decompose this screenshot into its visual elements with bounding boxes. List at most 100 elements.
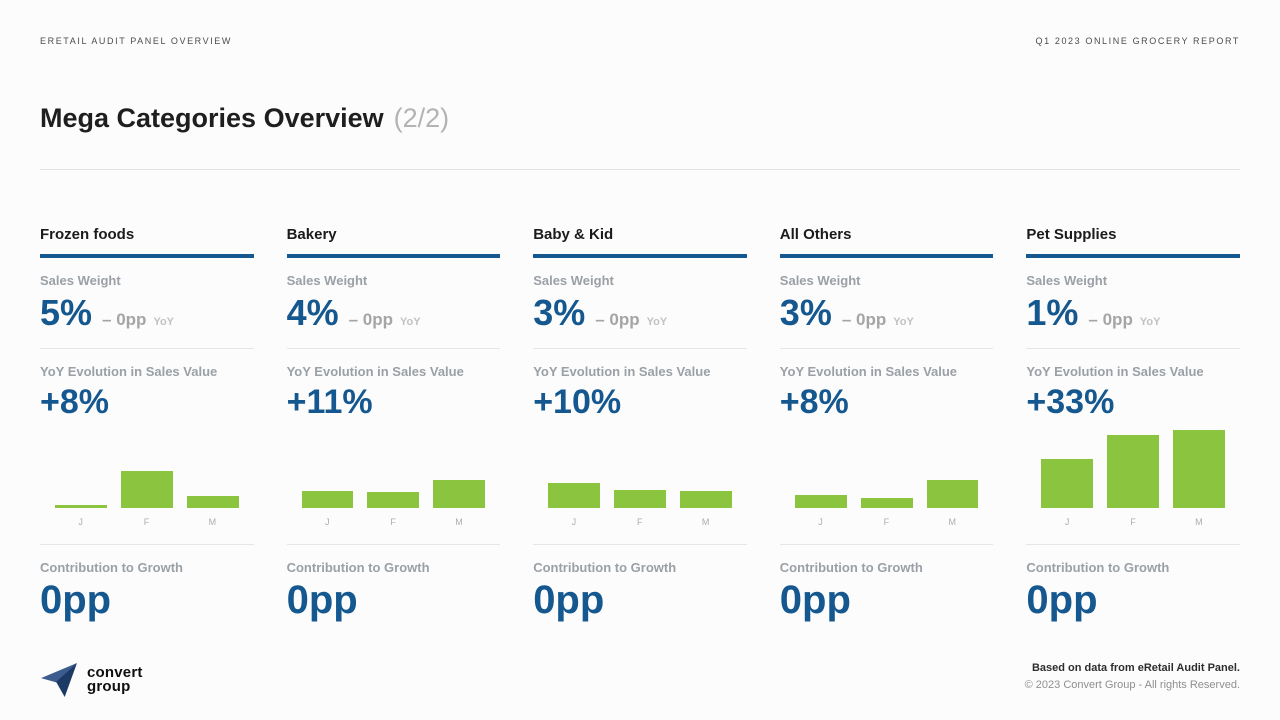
bar <box>120 471 173 509</box>
sales-weight-delta: – 0pp <box>348 309 394 329</box>
yoy-evolution-value: +10% <box>533 383 622 422</box>
header-left-text: ERETAIL AUDIT PANEL OVERVIEW <box>40 36 233 46</box>
bar-label: J <box>818 517 824 528</box>
page-title: Mega Categories Overview <box>40 103 384 134</box>
sales-weight-row: 1% – 0pp YoY <box>1026 291 1240 333</box>
footer-notes: Based on data from eRetail Audit Panel. … <box>1025 660 1240 694</box>
category-underline <box>533 254 747 259</box>
bar <box>614 490 666 509</box>
contribution-label: Contribution to Growth <box>40 560 183 576</box>
category-underline <box>779 254 994 259</box>
bar <box>433 480 486 509</box>
bar-label: M <box>1195 517 1204 528</box>
sales-weight-value: 3% <box>533 291 586 333</box>
yoy-suffix: YoY <box>646 315 668 328</box>
page-title-suffix: (2/2) <box>393 103 450 134</box>
bar-column-M: M <box>186 423 239 527</box>
sales-weight-value: 1% <box>1026 291 1079 333</box>
logo-wordmark: convert group <box>87 663 143 695</box>
bar <box>186 496 239 509</box>
category-card-pet-supplies: Pet Supplies Sales Weight 1% – 0pp YoY Y… <box>1026 226 1240 621</box>
yoy-evolution-value: +8% <box>779 383 849 422</box>
category-underline <box>1026 254 1240 259</box>
category-card-frozen-foods: Frozen foods Sales Weight 5% – 0pp YoY Y… <box>40 226 254 621</box>
bar-column-F: F <box>1107 423 1160 528</box>
category-card-bakery: Bakery Sales Weight 4% – 0pp YoY YoY Evo… <box>286 225 501 621</box>
logo-line1: convert <box>87 663 143 681</box>
divider <box>286 544 501 546</box>
bar-label: F <box>390 517 397 528</box>
bar-column-J: J <box>1041 423 1094 527</box>
bar-column-M: M <box>926 423 979 528</box>
sales-weight-label: Sales Weight <box>533 273 614 289</box>
bar <box>679 491 732 509</box>
sales-weight-row: 4% – 0pp YoY <box>286 291 501 333</box>
sales-weight-value: 4% <box>286 291 339 333</box>
divider <box>533 348 747 350</box>
category-card-all-others: All Others Sales Weight 3% – 0pp YoY YoY… <box>779 225 994 623</box>
bar <box>1107 435 1160 509</box>
bar-column-F: F <box>367 423 420 528</box>
category-card-baby-kid: Baby & Kid Sales Weight 3% – 0pp YoY YoY… <box>533 226 747 621</box>
yoy-evolution-label: YoY Evolution in Sales Value <box>40 364 218 380</box>
bar <box>794 495 847 509</box>
divider <box>40 544 254 546</box>
yoy-evolution-label: YoY Evolution in Sales Value <box>779 364 958 380</box>
sales-weight-value: 3% <box>779 291 832 333</box>
sales-weight-label: Sales Weight <box>286 273 368 289</box>
logo-line2: group <box>87 678 131 695</box>
bar-column-F: F <box>614 423 666 527</box>
paper-plane-icon <box>41 662 77 698</box>
category-title: Bakery <box>286 225 337 243</box>
bar <box>926 480 979 509</box>
bar-column-F: F <box>860 423 913 528</box>
bar-label: J <box>571 517 577 528</box>
sales-weight-delta: – 0pp <box>841 309 887 329</box>
bar <box>1041 459 1094 509</box>
bar-column-J: J <box>548 423 601 528</box>
bar-label: F <box>883 517 890 528</box>
title-divider <box>40 168 1240 170</box>
title-row: Mega Categories Overview (2/2) <box>0 86 1280 152</box>
contribution-label: Contribution to Growth <box>533 560 677 576</box>
bar <box>548 483 601 509</box>
sales-weight-label: Sales Weight <box>40 273 121 289</box>
yoy-suffix: YoY <box>153 315 175 328</box>
divider <box>533 544 747 546</box>
sales-weight-row: 5% – 0pp YoY <box>40 293 254 332</box>
contribution-value: 0pp <box>40 578 112 623</box>
sales-weight-label: Sales Weight <box>1026 273 1108 289</box>
bar-label: M <box>948 517 957 528</box>
divider <box>779 544 994 546</box>
yoy-evolution-label: YoY Evolution in Sales Value <box>1026 364 1204 380</box>
sales-weight-label: Sales Weight <box>779 273 861 289</box>
yoy-evolution-value: +11% <box>286 383 373 422</box>
category-title: All Others <box>779 225 852 243</box>
sales-weight-row: 3% – 0pp YoY <box>779 291 994 333</box>
contribution-value: 0pp <box>533 578 605 623</box>
contribution-label: Contribution to Growth <box>286 560 430 576</box>
bar-label: J <box>325 517 331 528</box>
page-header: ERETAIL AUDIT PANEL OVERVIEW Q1 2023 ONL… <box>0 0 1280 46</box>
divider <box>1026 348 1240 350</box>
bar-label: J <box>78 517 84 528</box>
bar-column-M: M <box>433 423 486 527</box>
footer-note-copyright: © 2023 Convert Group - All rights Reserv… <box>1024 678 1240 691</box>
footer-note-source: Based on data from eRetail Audit Panel. <box>1031 661 1240 674</box>
yoy-suffix: YoY <box>1139 315 1161 328</box>
contribution-value: 0pp <box>779 578 851 623</box>
bar <box>301 491 354 509</box>
yoy-evolution-value: +8% <box>40 383 109 422</box>
bar <box>367 492 420 509</box>
category-title: Frozen foods <box>40 225 135 243</box>
bar-label: F <box>143 517 150 528</box>
bar-column-M: M <box>679 423 732 527</box>
divider <box>40 348 254 350</box>
divider <box>286 348 501 350</box>
yoy-evolution-label: YoY Evolution in Sales Value <box>533 364 711 380</box>
bar-label: F <box>1130 517 1137 528</box>
categories-grid: Frozen foods Sales Weight 5% – 0pp YoY Y… <box>0 226 1280 621</box>
